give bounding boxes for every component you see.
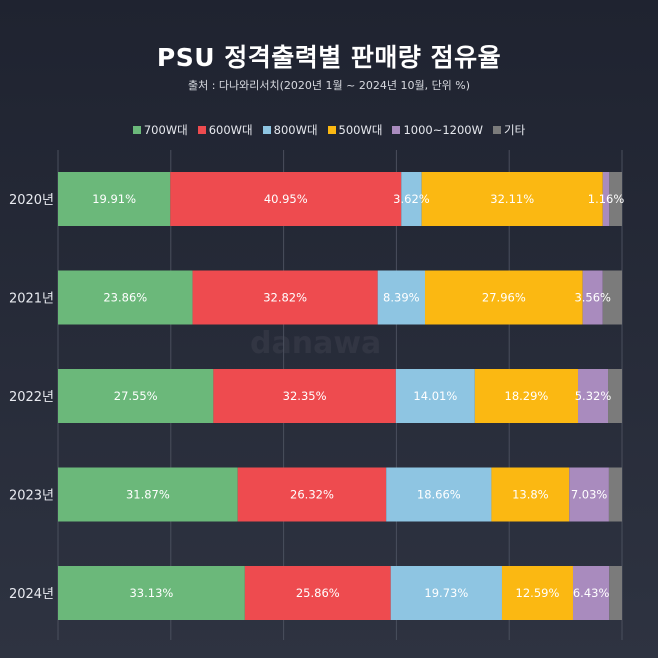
bar-segment	[609, 566, 622, 620]
bar-segment	[608, 467, 622, 522]
bar-segment	[395, 369, 475, 423]
data-label: 25.86%	[296, 586, 340, 600]
bar-segment	[491, 467, 570, 522]
legend-item: 500W대	[327, 122, 383, 138]
data-label: 32.35%	[283, 389, 327, 403]
bar-segment	[58, 566, 245, 620]
legend-label: 500W대	[338, 123, 383, 137]
data-label: 12.59%	[516, 586, 560, 600]
data-label: 14.01%	[413, 389, 457, 403]
data-label: 5.32%	[575, 389, 612, 403]
data-label: 8.39%	[383, 291, 420, 305]
data-label: 18.29%	[505, 389, 549, 403]
data-label: 40.95%	[264, 192, 308, 206]
bar-segment	[237, 467, 387, 522]
bar-segment	[192, 270, 378, 325]
legend-swatch	[132, 126, 141, 134]
legend-label: 기타	[504, 123, 526, 137]
category-label: 2022년	[9, 390, 54, 405]
category-label: 2021년	[9, 292, 54, 307]
data-label: 3.62%	[393, 192, 430, 206]
data-label: 1.16%	[588, 192, 625, 206]
bar-segment	[501, 566, 573, 620]
chart-subtitle: 출처 : 다나와리서치(2020년 1월 ~ 2024년 10월, 단위 %)	[187, 79, 471, 92]
legend-item: 기타	[493, 122, 525, 138]
data-label: 7.03%	[571, 488, 608, 502]
legend-swatch	[392, 126, 401, 134]
data-label: 31.87%	[126, 488, 170, 502]
bar-segment	[58, 369, 214, 423]
legend-item: 600W대	[197, 122, 253, 138]
bar-segment	[377, 270, 425, 325]
legend-label: 600W대	[208, 123, 253, 137]
bar-segment	[386, 467, 492, 522]
legend-item: 700W대	[132, 122, 188, 138]
legend-item: 800W대	[262, 122, 318, 138]
data-label: 26.32%	[290, 488, 334, 502]
bar-segment	[602, 172, 610, 226]
bar-segment	[58, 467, 238, 522]
bar-segment	[578, 369, 609, 423]
bar-segment	[474, 369, 579, 423]
bar-segment	[424, 270, 583, 325]
bar-segment	[213, 369, 396, 423]
bar-segment	[608, 369, 622, 423]
category-label: 2024년	[9, 587, 54, 602]
bar-segment	[390, 566, 502, 620]
legend-item: 1000~1200W	[392, 122, 483, 138]
bar-segment	[421, 172, 603, 226]
legend: 700W대 600W대 800W대 500W대 1000~1200W 기타	[0, 122, 658, 138]
data-label: 6.43%	[573, 586, 610, 600]
data-label: 23.86%	[103, 291, 147, 305]
legend-label: 1000~1200W	[403, 123, 483, 137]
data-label: 32.82%	[263, 291, 307, 305]
bar-segment	[602, 270, 622, 325]
category-label: 2020년	[9, 193, 54, 208]
data-label: 27.96%	[482, 291, 526, 305]
legend-swatch	[493, 126, 501, 134]
legend-swatch	[327, 126, 336, 134]
data-label: 19.91%	[92, 192, 136, 206]
bar-segment	[170, 172, 402, 226]
bar-segment	[401, 172, 422, 226]
bar-segment	[609, 172, 622, 226]
data-label: 3.56%	[574, 291, 611, 305]
bar-segment	[572, 566, 610, 620]
bar-segment	[582, 270, 603, 325]
bar-segment	[244, 566, 391, 620]
legend-swatch	[262, 126, 271, 134]
bar-segment	[569, 467, 609, 522]
data-label: 27.55%	[114, 389, 158, 403]
category-label: 2023년	[9, 489, 54, 504]
data-label: 18.66%	[417, 488, 461, 502]
chart-title: PSU 정격출력별 판매량 점유율	[156, 43, 502, 72]
legend-label: 800W대	[273, 123, 318, 137]
legend-label: 700W대	[143, 123, 188, 137]
bar-segment	[58, 270, 193, 325]
watermark: danawa	[250, 326, 382, 361]
legend-swatch	[197, 126, 206, 134]
data-label: 13.8%	[512, 488, 549, 502]
bar-segment	[58, 172, 171, 226]
data-label: 32.11%	[490, 192, 534, 206]
data-label: 19.73%	[424, 586, 468, 600]
data-label: 33.13%	[129, 586, 173, 600]
